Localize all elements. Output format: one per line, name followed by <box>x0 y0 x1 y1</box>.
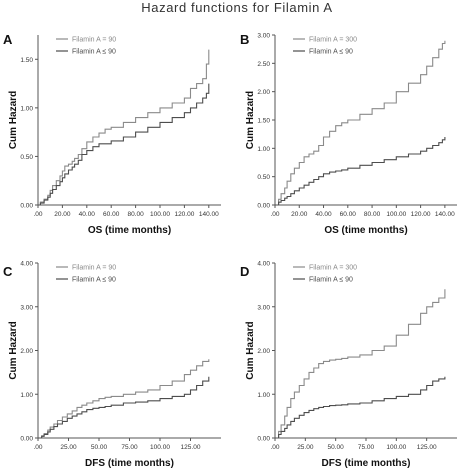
panel-a-letter: A <box>3 32 13 47</box>
panel-c-y-tick-label: 3.00 <box>20 304 33 311</box>
panel-b-legend-label: Filamin A = 300 <box>309 37 357 44</box>
panel-b-x-tick-label: 40.00 <box>315 211 332 218</box>
panel-d-y-tick-label: 3.00 <box>257 304 270 311</box>
panel-a-x-axis-label: OS (time months) <box>88 225 171 236</box>
panel-b-x-tick-label: 120.00 <box>411 211 431 218</box>
panel-c-x-tick-label: .00 <box>33 444 42 451</box>
panel-b-x-tick-label: 140.00 <box>435 211 455 218</box>
figure-title: Hazard functions for Filamin A <box>141 0 333 15</box>
panel-a-x-tick-label: .00 <box>33 211 42 218</box>
panel-d-y-tick-label: 0.00 <box>257 436 270 443</box>
panel-c-x-tick-label: 100.00 <box>150 444 170 451</box>
panel-c-series-1-line <box>38 359 210 439</box>
panel-d-y-tick-label: 2.00 <box>257 348 270 355</box>
panel-b-y-tick-label: 1.00 <box>257 146 270 153</box>
panel-d-x-tick-label: 75.00 <box>358 444 375 451</box>
panel-b-letter: B <box>240 32 249 47</box>
panel-a-y-axis-label: Cum Hazard <box>8 91 19 149</box>
panel-b-y-tick-label: 0.50 <box>257 174 270 181</box>
panel-d-series-1-line <box>275 289 446 439</box>
panel-c-y-axis-label: Cum Hazard <box>8 321 19 379</box>
panel-a-y-tick-label: 0.50 <box>20 154 33 161</box>
panel-c-y-tick-label: 4.00 <box>20 261 33 268</box>
panel-c-x-tick-label: 50.00 <box>91 444 108 451</box>
panel-b-y-tick-label: 1.50 <box>257 118 270 125</box>
panel-a-y-tick-label: 1.00 <box>20 105 33 112</box>
panel-c-legend-label: Filamin A = 90 <box>72 265 116 272</box>
panel-b-y-tick-label: 3.00 <box>257 33 270 40</box>
panel-b-x-tick-label: 80.00 <box>364 211 381 218</box>
panel-b-y-tick-label: 2.00 <box>257 89 270 96</box>
panel-a-x-tick-label: 80.00 <box>127 211 144 218</box>
panel-b-x-tick-label: 60.00 <box>340 211 357 218</box>
panel-a-series-1-line <box>38 49 210 206</box>
panel-d-x-axis-label: DFS (time months) <box>322 458 411 469</box>
panel-c-x-tick-label: 75.00 <box>121 444 138 451</box>
panel-a-x-tick-label: 100.00 <box>150 211 170 218</box>
panel-c-x-tick-label: 25.00 <box>60 444 77 451</box>
panel-b-series-1-line <box>275 40 446 206</box>
panel-a-x-tick-label: 40.00 <box>79 211 96 218</box>
panel-c-y-tick-label: 2.00 <box>20 348 33 355</box>
panel-d-y-axis-label: Cum Hazard <box>245 321 256 379</box>
panel-c-series-2-line <box>38 376 210 439</box>
panel-b-y-axis-label: Cum Hazard <box>245 91 256 149</box>
panel-c-x-tick-label: 125.00 <box>181 444 201 451</box>
panel-a-y-tick-label: 0.00 <box>20 203 33 210</box>
panel-d-legend-label: Filamin A = 300 <box>309 265 357 272</box>
panel-d-x-tick-label: 25.00 <box>297 444 314 451</box>
panel-d-x-tick-label: 125.00 <box>417 444 437 451</box>
panel-b-series-2-line <box>275 137 446 206</box>
panel-a-x-tick-label: 20.00 <box>54 211 71 218</box>
panel-d-y-tick-label: 1.00 <box>257 392 270 399</box>
panel-a-legend-label: Filamin A = 90 <box>72 37 116 44</box>
panel-d-x-tick-label: 100.00 <box>386 444 406 451</box>
panel-a-x-tick-label: 120.00 <box>174 211 194 218</box>
panel-c-y-tick-label: 0.00 <box>20 436 33 443</box>
panel-b-x-tick-label: 20.00 <box>291 211 308 218</box>
panel-b-x-axis-label: OS (time months) <box>324 225 407 236</box>
panel-a-series-2-line <box>38 83 210 206</box>
panel-a-y-tick-label: 1.50 <box>20 57 33 64</box>
panel-a-x-tick-label: 60.00 <box>103 211 120 218</box>
panel-d-x-tick-label: 50.00 <box>328 444 345 451</box>
panel-b-y-tick-label: 0.00 <box>257 203 270 210</box>
panel-d-x-tick-label: .00 <box>270 444 279 451</box>
panel-b-y-tick-label: 2.50 <box>257 61 270 68</box>
panel-c-legend-label: Filamin A ≤ 90 <box>72 277 116 284</box>
panel-b-legend-label: Filamin A ≤ 90 <box>309 49 353 56</box>
panel-d-y-tick-label: 4.00 <box>257 261 270 268</box>
panel-c-y-tick-label: 1.00 <box>20 392 33 399</box>
panel-c-letter: C <box>3 264 13 279</box>
panel-b-x-tick-label: .00 <box>270 211 279 218</box>
panel-c-x-axis-label: DFS (time months) <box>85 458 174 469</box>
panel-d-series-2-line <box>275 376 446 439</box>
panel-a-legend-label: Filamin A ≤ 90 <box>72 49 116 56</box>
panel-d-legend-label: Filamin A ≤ 90 <box>309 277 353 284</box>
panel-b-x-tick-label: 100.00 <box>386 211 406 218</box>
panel-a-x-tick-label: 140.00 <box>199 211 219 218</box>
panel-d-letter: D <box>240 264 249 279</box>
